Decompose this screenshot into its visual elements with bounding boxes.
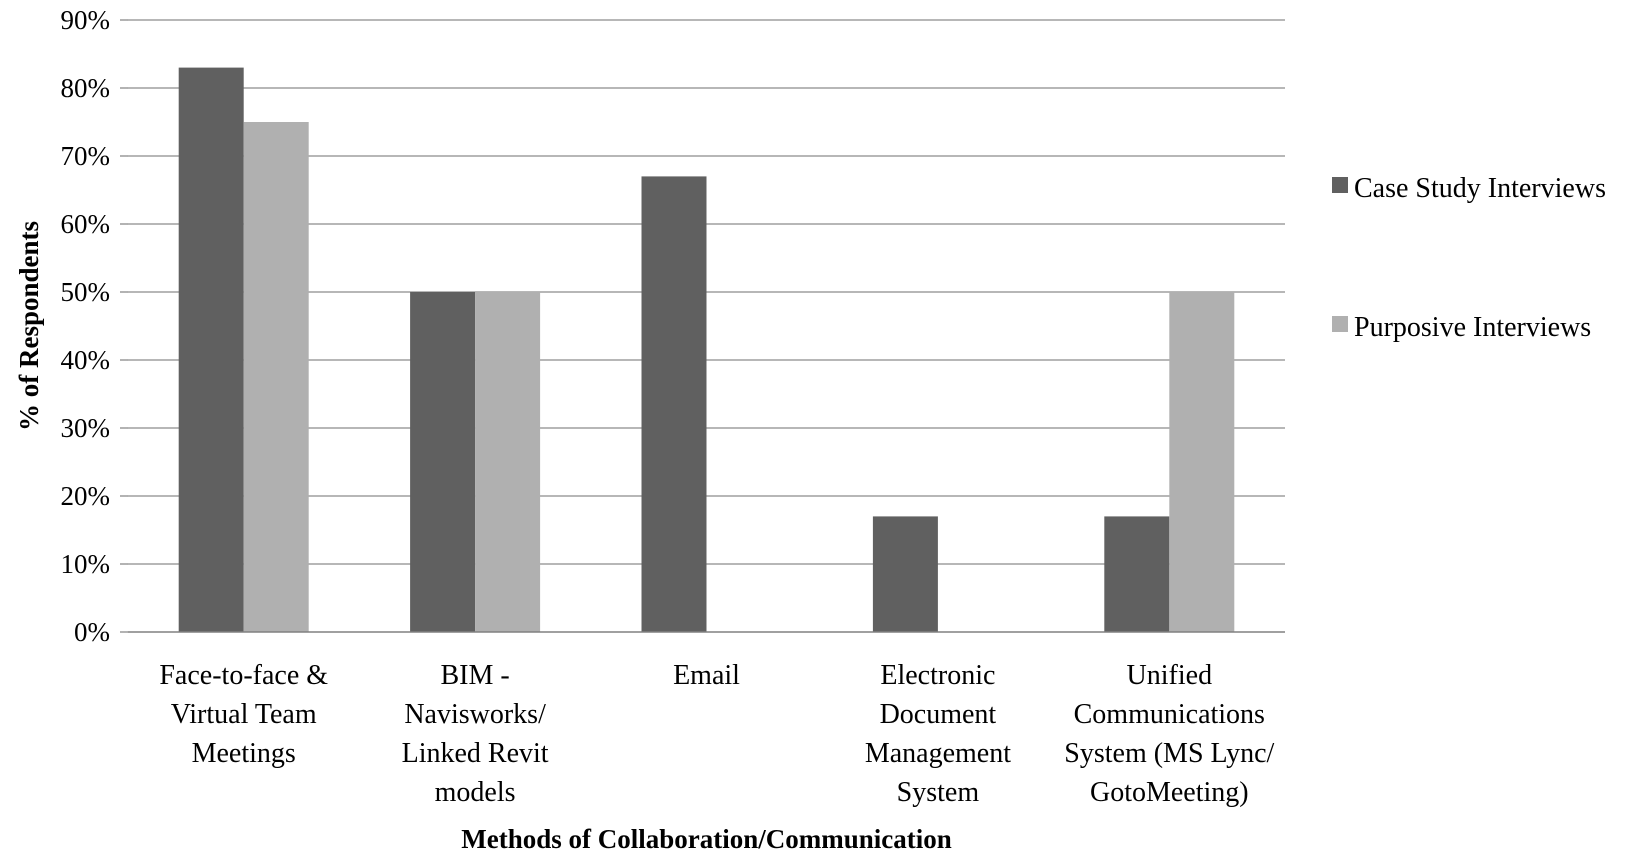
y-tick-label: 90% <box>61 5 111 35</box>
bar-purposive-4 <box>1169 292 1235 632</box>
x-category-label-line: GotoMeeting) <box>1090 777 1249 808</box>
bar-case-study-0 <box>178 67 244 633</box>
y-tick-label: 70% <box>61 141 111 171</box>
x-axis-category-labels: Face-to-face & Virtual Team Meetings BIM - N… <box>159 660 1274 808</box>
x-category-label-line: Email <box>673 660 740 691</box>
y-tick-label: 50% <box>61 277 111 307</box>
x-category-label-line: Management <box>865 738 1011 769</box>
y-axis-ticks: 0% 10% 20% 30% 40% 50% 60% 70% 80% 90% <box>61 5 128 647</box>
bar-case-study-1 <box>410 292 476 632</box>
bar-case-study-2 <box>641 176 707 632</box>
x-category-label-line: BIM - <box>440 660 509 691</box>
x-category-label: Electronic Document Management System <box>865 660 1011 808</box>
x-category-label-line: Virtual Team <box>171 699 317 730</box>
x-category-label-line: Unified <box>1127 660 1213 691</box>
x-category-label-line: models <box>435 777 516 808</box>
bar-case-study-3 <box>872 516 938 632</box>
bars <box>178 67 1235 633</box>
x-category-label: Email <box>673 660 740 691</box>
x-category-label-line: System <box>897 777 980 808</box>
y-tick-label: 20% <box>61 481 111 511</box>
legend-swatch <box>1332 177 1348 193</box>
legend-label: Purposive Interviews <box>1354 312 1591 343</box>
x-category-label-line: Face-to-face & <box>159 660 328 691</box>
bar-purposive-1 <box>475 292 541 632</box>
bar-case-study-4 <box>1104 516 1170 632</box>
x-category-label-line: Electronic <box>880 660 995 691</box>
y-tick-label: 10% <box>61 549 111 579</box>
x-category-label-line: Linked Revit <box>402 738 549 769</box>
legend-swatch <box>1332 316 1348 332</box>
x-category-label: Face-to-face & Virtual Team Meetings <box>159 660 328 769</box>
y-tick-label: 60% <box>61 209 111 239</box>
y-tick-label: 30% <box>61 413 111 443</box>
legend: Case Study Interviews Purposive Interview… <box>1332 173 1606 343</box>
x-category-label: BIM - Navisworks/Linked Revit models <box>402 660 549 808</box>
x-category-label: Unified Communications System (MS Lync/Got… <box>1064 660 1274 808</box>
x-category-label-line: Communications <box>1074 699 1265 730</box>
y-tick-label: 80% <box>61 73 111 103</box>
y-tick-label: 0% <box>74 617 110 647</box>
x-category-label-line: System (MS Lync/ <box>1064 738 1274 769</box>
y-axis-title: % of Respondents <box>14 221 44 431</box>
x-axis-title: Methods of Collaboration/Communication <box>461 824 952 853</box>
bar-purposive-0 <box>243 122 309 632</box>
legend-label: Case Study Interviews <box>1354 173 1606 204</box>
y-tick-label: 40% <box>61 345 111 375</box>
x-category-label-line: Meetings <box>192 738 296 769</box>
x-category-label-line: Document <box>880 699 997 730</box>
x-category-label-line: Navisworks/ <box>404 699 546 730</box>
